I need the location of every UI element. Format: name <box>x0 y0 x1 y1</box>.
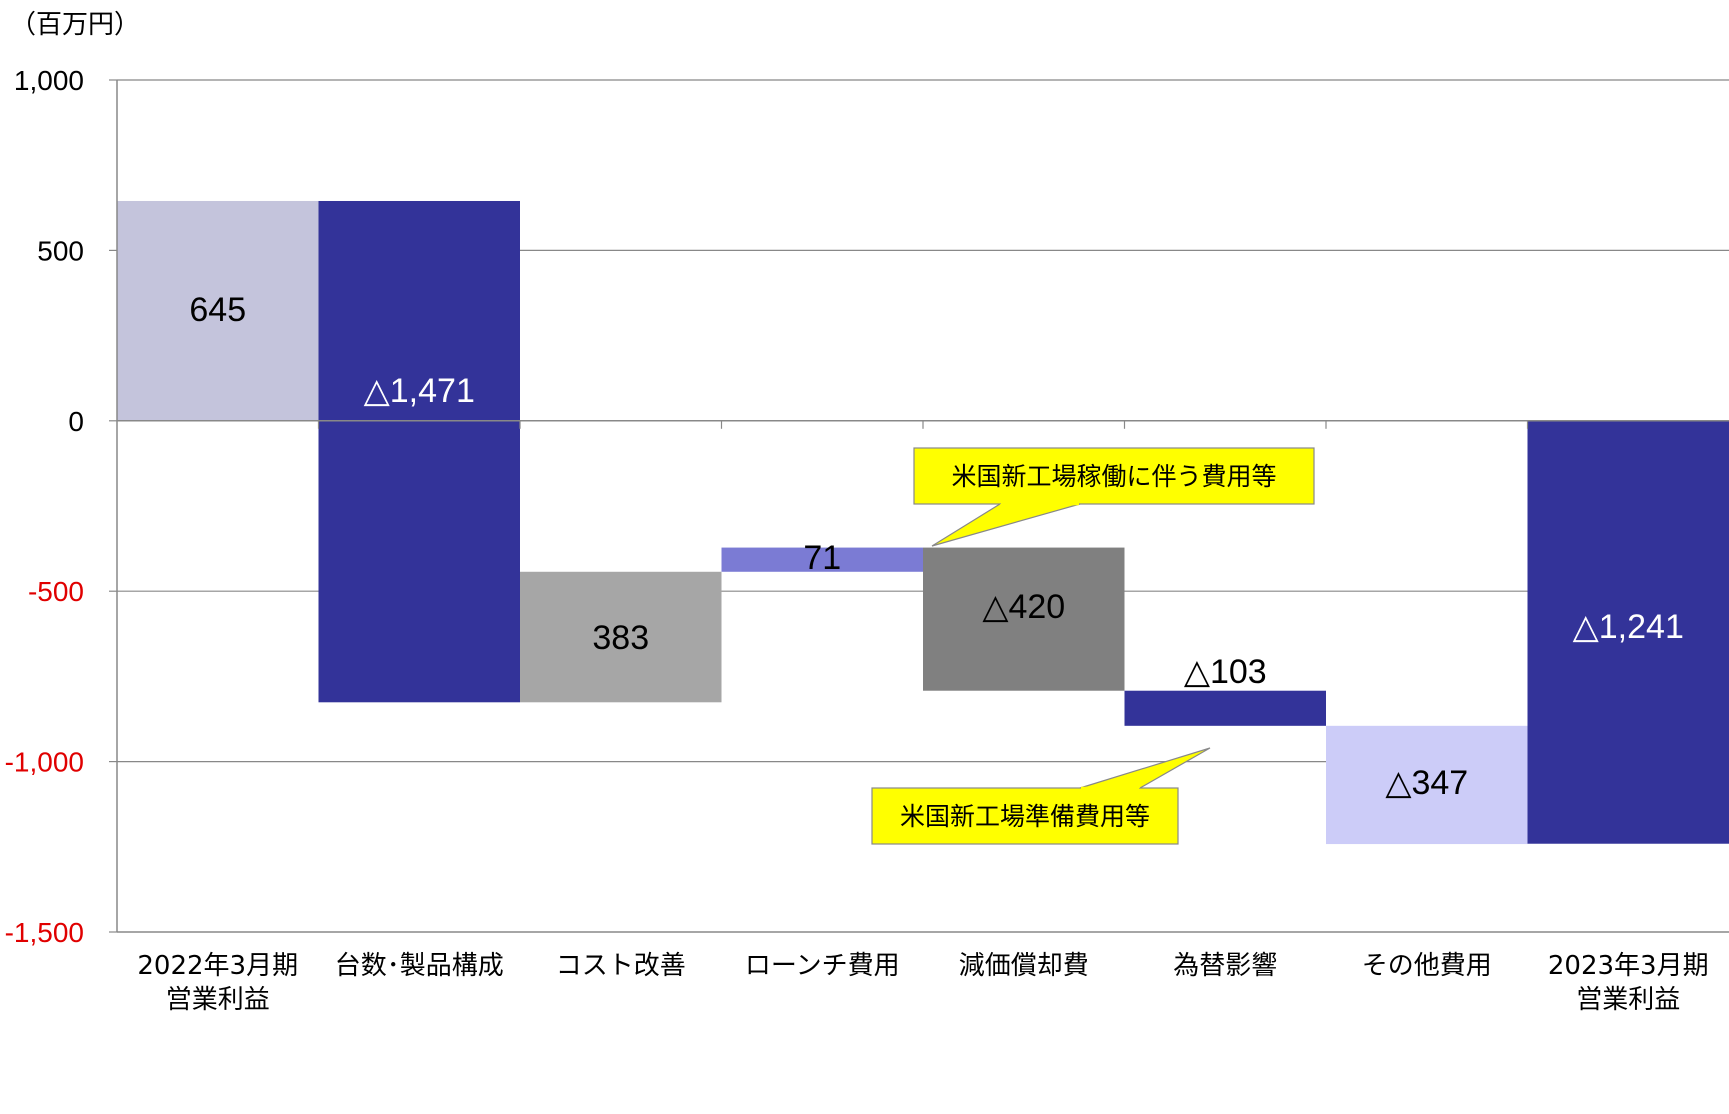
x-category-label: 2023年3月期営業利益 <box>1548 951 1709 1015</box>
x-category-label: 減価償却費 <box>959 951 1089 981</box>
bar <box>117 200 319 421</box>
callout-text: 米国新工場準備費用等 <box>900 802 1150 831</box>
bar <box>520 571 722 703</box>
y-tick-label: 0 <box>68 406 84 437</box>
data-labels: 645 △1,471 383 71 △420 △103 △347 △1,241 <box>189 291 1683 802</box>
data-label: △1,241 <box>1573 608 1684 646</box>
bar <box>1326 725 1528 845</box>
y-tick-label: 1,000 <box>14 65 84 96</box>
data-label: △347 <box>1385 764 1468 802</box>
x-category-label: 台数･製品構成 <box>335 951 504 981</box>
bar <box>721 547 923 572</box>
x-category-label: 為替影響 <box>1173 951 1277 981</box>
y-tick-label: -1,000 <box>5 747 84 778</box>
bar <box>923 547 1125 691</box>
bars <box>117 200 1729 845</box>
data-label: △1,471 <box>364 372 475 410</box>
x-category-label: コスト改善 <box>556 951 686 981</box>
callout-text: 米国新工場稼働に伴う費用等 <box>951 462 1276 491</box>
y-tick-label: -1,500 <box>5 917 84 948</box>
data-label: 383 <box>592 619 649 657</box>
x-category-labels: 2022年3月期営業利益 台数･製品構成 コスト改善 ローンチ費用 減価償却費 為替影響 そ… <box>137 951 1708 1015</box>
data-label: 645 <box>189 291 246 329</box>
data-label: △103 <box>1184 653 1267 691</box>
callout-box <box>913 447 1315 505</box>
callout-tail-outline <box>931 503 1081 547</box>
bar <box>318 200 520 703</box>
bar <box>1124 690 1326 726</box>
x-category-label: その他費用 <box>1362 951 1492 981</box>
y-tick-labels: 1,000 500 0 -500 -1,000 -1,500 <box>5 65 84 948</box>
callout: 米国新工場稼働に伴う費用等 <box>913 447 1315 547</box>
data-label: △420 <box>982 588 1065 626</box>
axes <box>109 79 1729 933</box>
x-category-label: 2022年3月期営業利益 <box>137 951 298 1015</box>
unit-label: （百万円） <box>10 10 140 40</box>
x-category-label: ローンチ費用 <box>745 951 900 981</box>
callout-box <box>871 787 1179 845</box>
y-tick-label: 500 <box>37 235 84 266</box>
data-label: 71 <box>803 539 841 577</box>
callout: 米国新工場準備費用等 <box>871 747 1211 845</box>
y-tick-label: -500 <box>28 576 84 607</box>
bar <box>1527 420 1729 844</box>
callout-tail-outline <box>1079 747 1211 789</box>
